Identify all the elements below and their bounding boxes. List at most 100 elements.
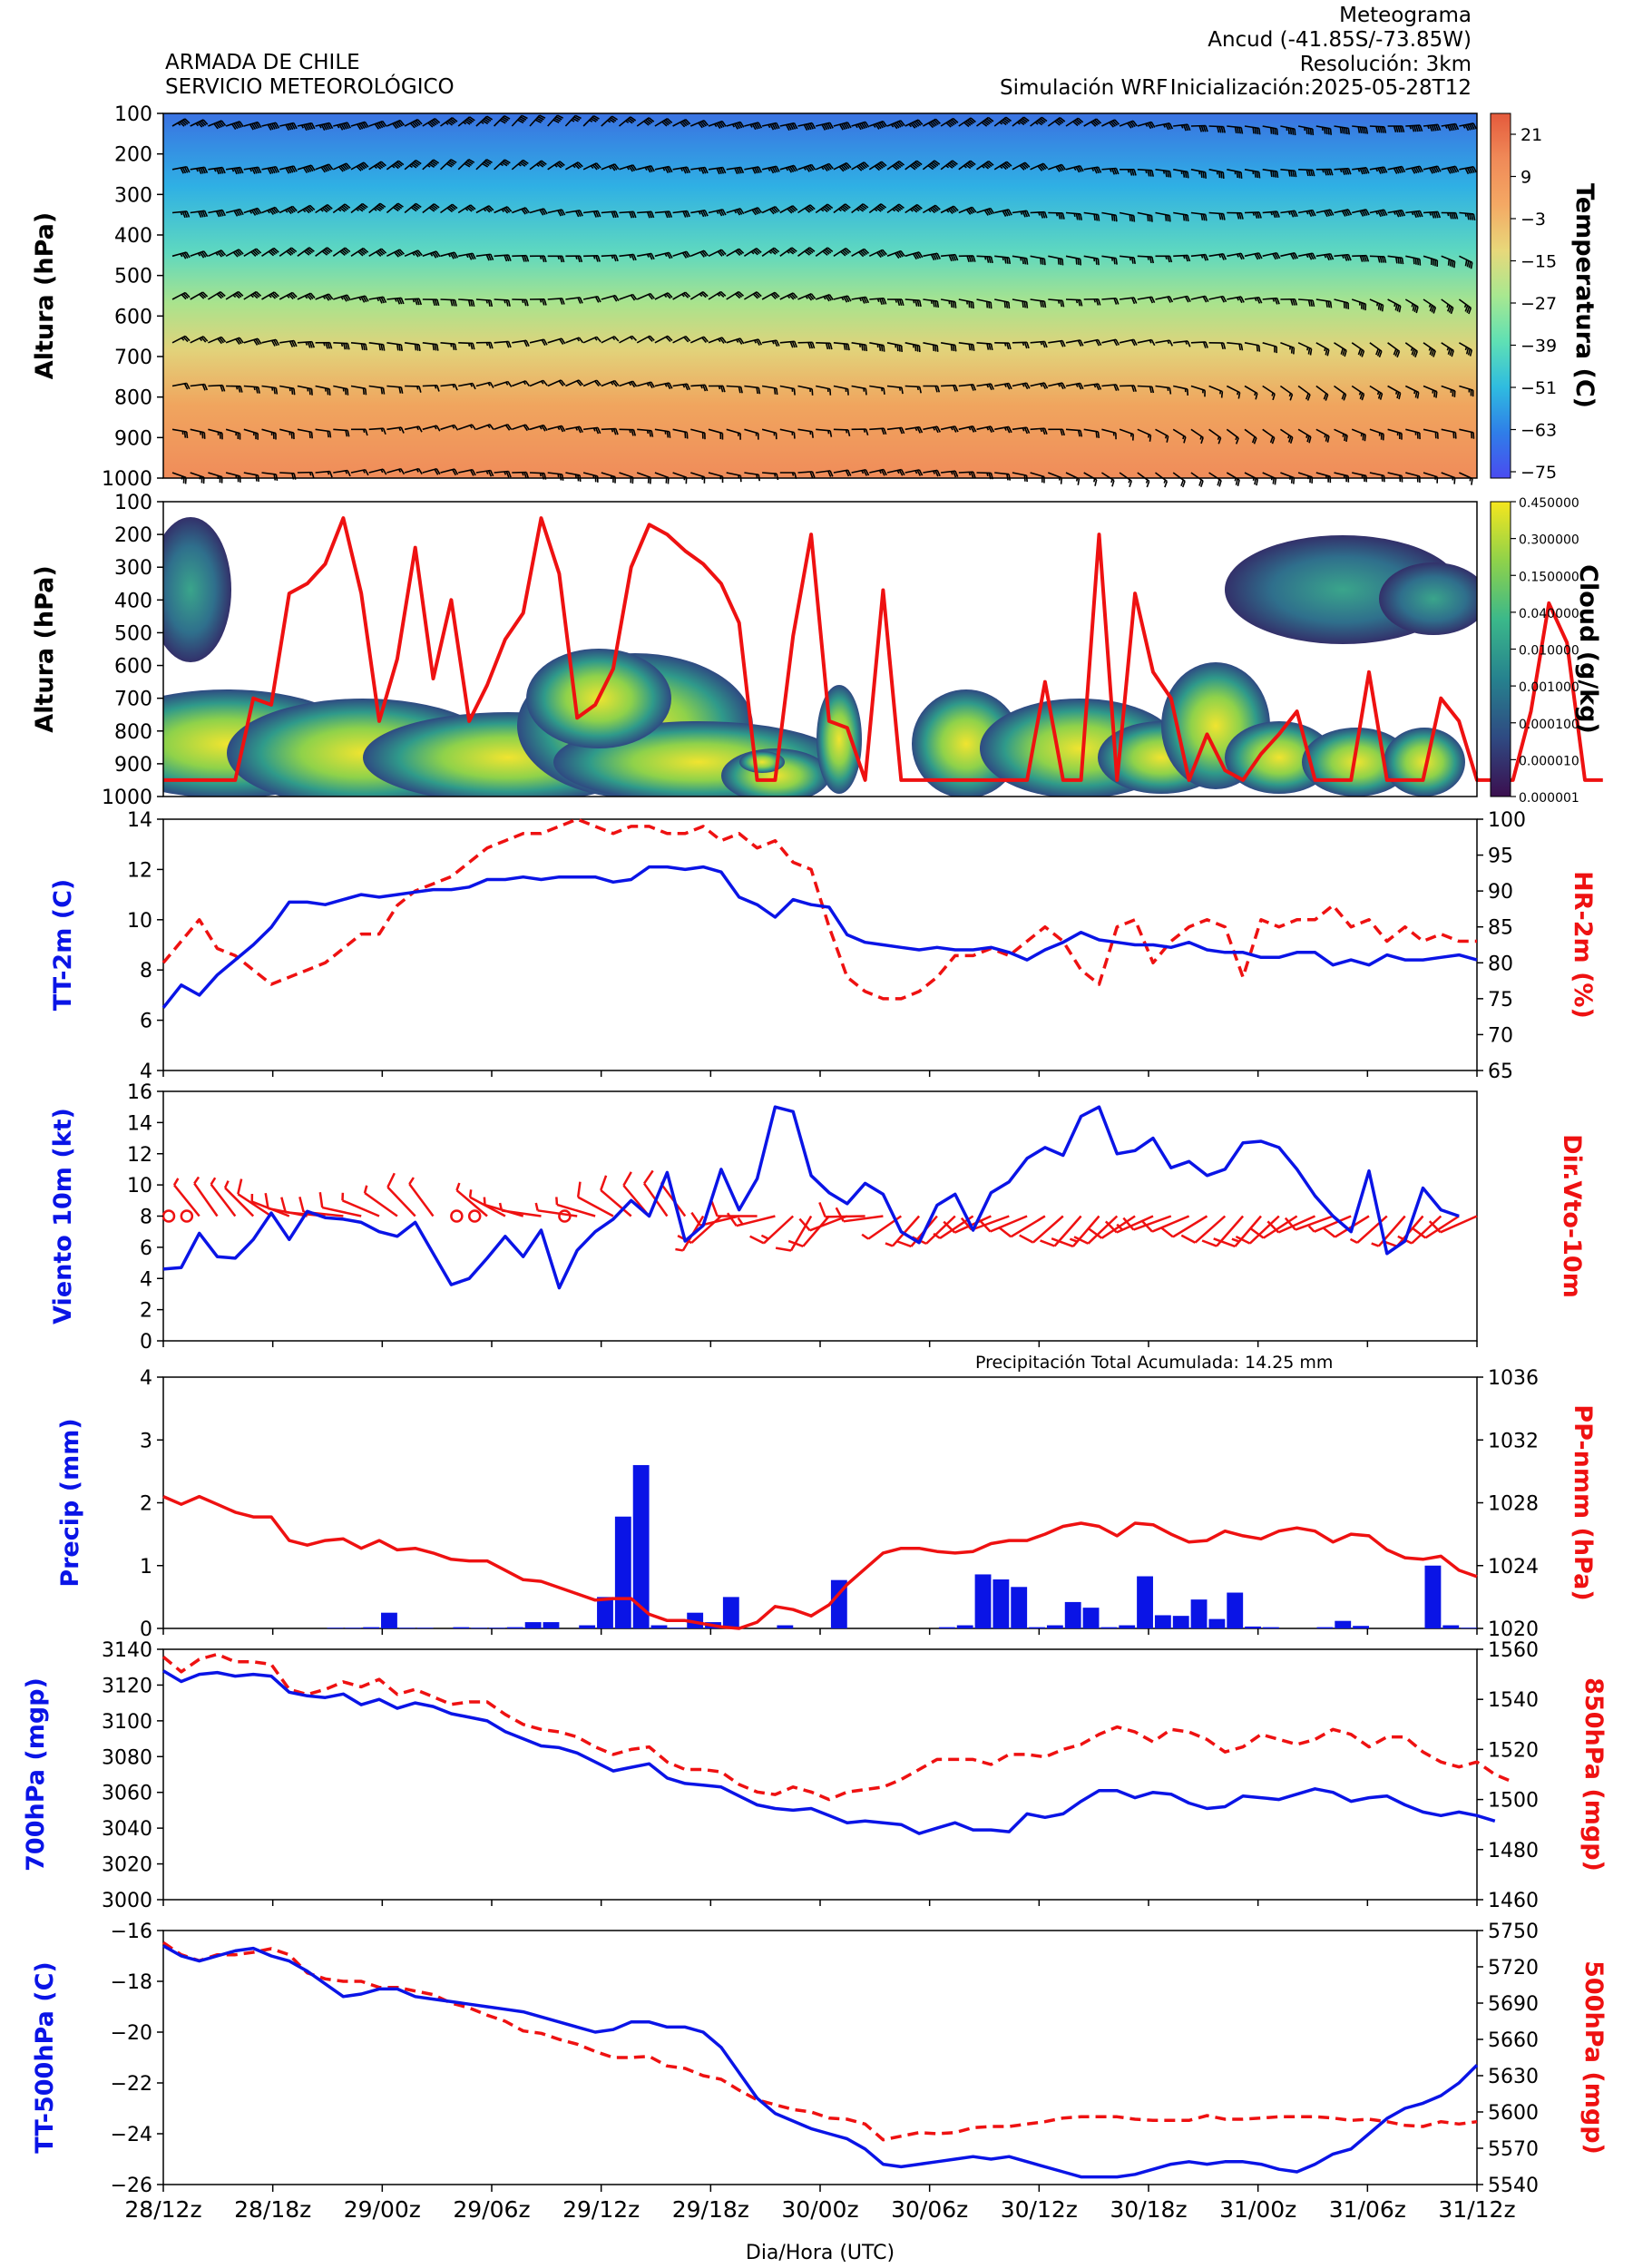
wind-barb <box>243 337 262 346</box>
barb-flag <box>253 167 258 174</box>
barb-flag <box>305 249 312 255</box>
barb-half-flag <box>876 298 880 303</box>
wind-barb <box>1405 210 1423 219</box>
wind-barb <box>332 247 351 257</box>
barb-flag <box>275 122 280 129</box>
wind-barb <box>1369 255 1387 263</box>
barb-flag <box>1343 301 1345 308</box>
barb-staff <box>190 250 205 258</box>
barb-flag <box>913 206 920 212</box>
barb-half-flag <box>895 298 897 303</box>
barb-flag <box>522 255 525 262</box>
barb-staff <box>1101 255 1117 259</box>
barb-staff <box>1352 125 1367 129</box>
barb-staff <box>494 159 505 171</box>
barb-half-flag <box>753 339 758 344</box>
barb-flag <box>303 250 310 256</box>
barb-flag <box>434 298 438 307</box>
barb-staff <box>868 203 882 214</box>
barb-flag <box>504 207 511 213</box>
time-xtick-label: 29/06z <box>453 2196 530 2223</box>
barb-flag <box>1309 253 1315 260</box>
barb-flag <box>1365 167 1370 174</box>
wind-barb <box>1173 211 1189 222</box>
barb-half-flag <box>409 164 413 169</box>
barb-staff <box>207 290 221 300</box>
barb-flag <box>1413 167 1418 174</box>
time-xtick-label: 28/12z <box>124 2196 201 2223</box>
wind-barb <box>690 166 709 174</box>
barb-flag <box>970 160 976 166</box>
barb-flag <box>862 203 869 209</box>
temperature-colorbar-title: Temperatura (C) <box>1570 183 1599 408</box>
barb-staff <box>1405 165 1421 171</box>
barb-staff <box>905 342 920 347</box>
wind-barb <box>708 120 727 130</box>
wind-barb <box>529 114 546 127</box>
upper-air-ytick-label: 500 <box>114 266 152 288</box>
barb-staff <box>601 294 616 300</box>
barb-half-flag <box>195 122 200 127</box>
barb-flag <box>200 120 207 126</box>
wind-barb <box>833 203 851 214</box>
barb-flag <box>286 250 292 257</box>
barb-flag <box>719 292 725 298</box>
barb-flag <box>1312 252 1316 259</box>
wind-barb <box>1065 339 1084 347</box>
barb-flag <box>1039 164 1045 171</box>
barb-staff <box>1208 211 1224 215</box>
wind-barb <box>1262 169 1279 179</box>
barb-flag <box>1169 256 1173 263</box>
barb-flag <box>685 336 691 342</box>
barb-flag <box>918 251 924 259</box>
wind-barb <box>368 202 386 214</box>
wind-barb <box>654 251 673 259</box>
barb-flag <box>1294 129 1296 136</box>
barb-flag <box>577 255 581 263</box>
barb-flag <box>543 338 548 346</box>
wind-barb <box>708 166 727 175</box>
barb-flag <box>918 345 921 353</box>
gph700-tick-label: 3140 <box>102 1639 152 1662</box>
upper-air-ylabel: Altura (hPa) <box>31 212 59 379</box>
barb-half-flag <box>1236 297 1239 301</box>
barb-flag <box>838 166 845 172</box>
wind10-barb-half <box>468 1189 473 1198</box>
cloud-ytick-label: 400 <box>114 590 152 612</box>
wind10-barb-half <box>223 1180 230 1188</box>
barb-half-flag <box>271 386 274 391</box>
barb-flag <box>308 122 314 130</box>
barb-half-flag <box>774 473 777 477</box>
barb-flag <box>449 160 455 165</box>
barb-staff <box>815 247 828 257</box>
barb-flag <box>912 253 917 260</box>
barb-flag <box>787 166 793 173</box>
barb-flag <box>881 345 884 352</box>
wind-barb <box>1012 298 1029 308</box>
barb-flag <box>1202 171 1205 179</box>
barb-flag <box>376 251 382 258</box>
barb-half-flag <box>445 122 449 125</box>
barb-flag <box>1167 296 1171 303</box>
barb-staff <box>905 298 920 301</box>
wind-tick-label: 10 <box>127 1175 152 1198</box>
barb-flag <box>1433 259 1434 266</box>
time-xtick-label: 30/06z <box>891 2196 968 2223</box>
barb-flag <box>629 211 633 219</box>
barb-half-flag <box>968 472 972 476</box>
barb-flag <box>502 116 509 122</box>
barb-flag <box>358 122 364 130</box>
barb-half-flag <box>1003 342 1007 347</box>
wind-barb <box>1173 123 1191 132</box>
barb-flag <box>1240 296 1245 303</box>
wind-barb <box>404 118 423 129</box>
barb-flag <box>1398 306 1402 313</box>
barb-flag <box>965 209 972 215</box>
wind-barb <box>923 298 940 308</box>
barb-flag <box>931 207 937 212</box>
barb-flag <box>1198 125 1203 132</box>
wind-barb <box>565 337 584 344</box>
barb-flag <box>593 114 600 120</box>
barb-half-flag <box>286 295 290 298</box>
wind-barb <box>565 161 583 171</box>
